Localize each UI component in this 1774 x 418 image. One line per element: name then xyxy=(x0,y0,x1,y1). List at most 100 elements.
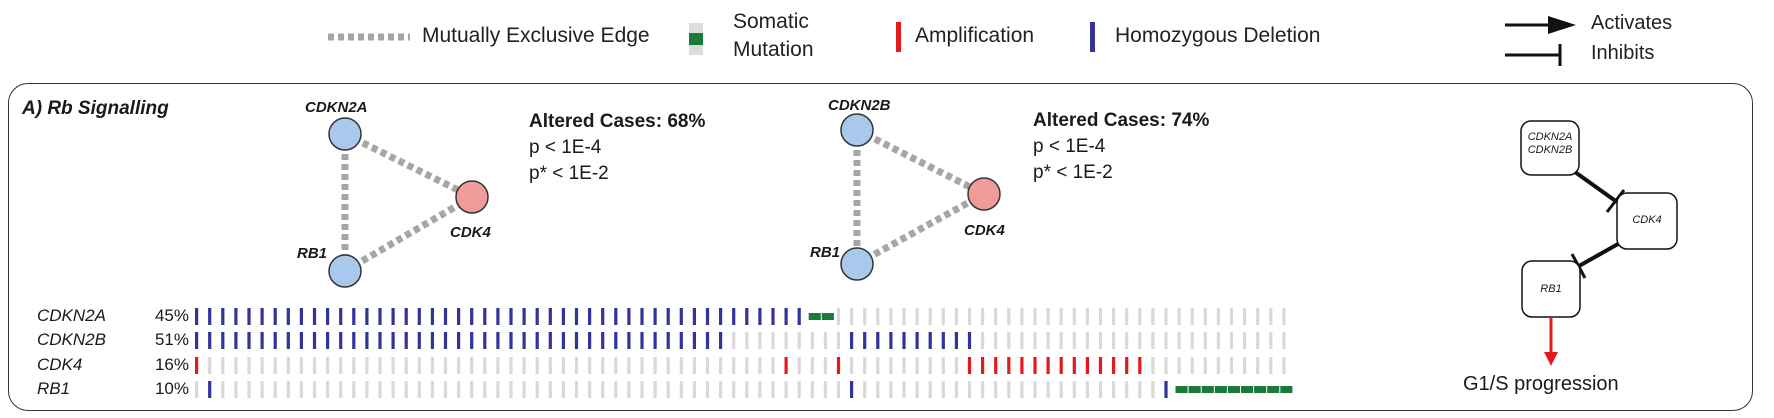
oncoprint-cell-cdkn2a-2 xyxy=(208,308,212,325)
oncoprint-cell-cdkn2b-34 xyxy=(627,332,631,349)
oncoprint-cell-cdkn2a-24 xyxy=(496,308,500,325)
oncoprint-cell-rb1-42 xyxy=(732,381,736,398)
oncoprint-cell-cdkn2b-5 xyxy=(247,332,251,349)
oncoprint-cell-rb1-48 xyxy=(810,381,814,398)
oncoprint-cell-cdk4-18 xyxy=(417,357,421,374)
oncoprint-cell-rb1-26 xyxy=(522,381,526,398)
oncoprint-cell-cdk4-11 xyxy=(326,357,330,374)
oncoprint-cell-cdk4-9 xyxy=(299,357,303,374)
oncoprint-cell-cdk4-7 xyxy=(273,357,277,374)
oncoprint-cell-cdkn2b-27 xyxy=(535,332,539,349)
oncoprint-cell-cdkn2b-84 xyxy=(1282,332,1286,349)
oncoprint-cell-rb1-36 xyxy=(653,381,657,398)
oncoprint-cell-cdk4-44 xyxy=(758,357,762,374)
oncoprint-cell-cdkn2b-33 xyxy=(614,332,618,349)
oncoprint-cell-cdkn2b-59 xyxy=(954,332,958,349)
oncoprint-cell-cdkn2b-54 xyxy=(889,332,893,349)
oncoprint-cell-cdk4-56 xyxy=(915,357,919,374)
oncoprint-cell-rb1-78 xyxy=(1201,386,1214,393)
oncoprint-cell-cdkn2b-56 xyxy=(915,332,919,349)
oncoprint-cell-cdkn2a-73 xyxy=(1138,308,1142,325)
oncoprint-cell-cdkn2a-60 xyxy=(967,308,972,325)
oncoprint-cell-cdk4-79 xyxy=(1216,357,1220,374)
oncoprint-cell-cdkn2b-72 xyxy=(1125,332,1129,349)
legend-somatic-line2: Mutation xyxy=(733,38,814,61)
oncoprint-cell-cdkn2b-62 xyxy=(994,332,998,349)
oncoprint-cell-cdk4-55 xyxy=(902,357,906,374)
oncoprint-cell-cdkn2b-14 xyxy=(365,332,369,349)
oncoprint-cell-rb1-76 xyxy=(1175,386,1188,393)
oncoprint-cell-rb1-34 xyxy=(627,381,631,398)
oncoprint-cell-rb1-3 xyxy=(221,381,225,398)
oncoprint-cell-rb1-28 xyxy=(548,381,552,398)
pathway-node-label-cdkn2a: CDKN2A xyxy=(1527,131,1573,143)
oncoprint-cell-cdk4-66 xyxy=(1046,357,1050,374)
oncoprint-cell-cdk4-62 xyxy=(994,357,998,374)
oncoprint-cell-cdkn2a-25 xyxy=(509,308,513,325)
oncoprint-cell-rb1-73 xyxy=(1138,381,1142,398)
oncoprint-cell-cdk4-4 xyxy=(234,357,238,374)
oncoprint-cell-rb1-29 xyxy=(561,381,565,398)
oncoprint-cell-cdk4-48 xyxy=(810,357,814,374)
oncoprint-cell-cdkn2b-29 xyxy=(561,332,565,349)
oncoprint-pct-cdkn2b: 51% xyxy=(154,330,189,349)
oncoprint-cell-cdkn2a-10 xyxy=(312,308,317,325)
oncoprint-cell-cdkn2b-39 xyxy=(692,332,696,349)
legend-homozygous-deletion: Homozygous Deletion xyxy=(1115,24,1321,47)
net2-altered-cases: Altered Cases: 74% xyxy=(1033,110,1210,131)
oncoprint-cell-cdk4-51 xyxy=(850,357,854,374)
net1-node-cdk4 xyxy=(455,180,489,214)
oncoprint-cell-cdkn2a-50 xyxy=(836,308,841,325)
legend-mutually-exclusive-edge: Mutually Exclusive Edge xyxy=(422,24,650,47)
oncoprint xyxy=(195,308,1293,398)
oncoprint-cell-rb1-83 xyxy=(1267,386,1280,393)
net1-label-cdkn2a: CDKN2A xyxy=(305,99,368,116)
oncoprint-cell-cdk4-67 xyxy=(1059,357,1063,374)
oncoprint-cell-rb1-59 xyxy=(954,381,958,398)
oncoprint-cell-rb1-57 xyxy=(928,381,932,398)
oncoprint-cell-cdk4-81 xyxy=(1243,357,1247,374)
oncoprint-cell-rb1-60 xyxy=(967,381,972,398)
oncoprint-cell-cdk4-17 xyxy=(404,357,408,374)
oncoprint-cell-rb1-51 xyxy=(850,381,854,398)
legend-amplification: Amplification xyxy=(915,24,1035,47)
oncoprint-cell-cdkn2a-65 xyxy=(1033,308,1037,325)
oncoprint-cell-cdkn2a-9 xyxy=(299,308,303,325)
oncoprint-cell-cdkn2b-47 xyxy=(797,332,801,349)
oncoprint-cell-cdkn2a-67 xyxy=(1059,308,1063,325)
oncoprint-cell-cdk4-52 xyxy=(863,357,867,374)
oncoprint-cell-rb1-23 xyxy=(483,381,487,398)
oncoprint-cell-cdkn2b-41 xyxy=(719,332,723,349)
oncoprint-cell-cdk4-34 xyxy=(627,357,631,374)
rb-signalling-panel xyxy=(8,83,1753,411)
oncoprint-cell-rb1-33 xyxy=(614,381,618,398)
oncoprint-cell-cdk4-3 xyxy=(221,357,225,374)
oncoprint-cell-cdkn2a-48 xyxy=(808,313,821,320)
oncoprint-cell-cdk4-54 xyxy=(889,357,893,374)
oncoprint-gene-cdkn2b: CDKN2B xyxy=(37,330,106,349)
oncoprint-cell-rb1-11 xyxy=(326,381,330,398)
oncoprint-cell-rb1-71 xyxy=(1112,381,1116,398)
oncoprint-cell-cdk4-76 xyxy=(1177,357,1181,374)
oncoprint-cell-cdk4-23 xyxy=(483,357,487,374)
oncoprint-cell-cdkn2a-38 xyxy=(679,308,683,325)
oncoprint-cell-cdk4-63 xyxy=(1007,357,1011,374)
oncoprint-cell-cdkn2b-8 xyxy=(286,332,290,349)
oncoprint-cell-rb1-56 xyxy=(915,381,919,398)
oncoprint-cell-cdk4-35 xyxy=(640,357,644,374)
legend-inhibits: Inhibits xyxy=(1591,42,1655,64)
oncoprint-cell-cdk4-53 xyxy=(876,357,880,374)
oncoprint-cell-rb1-61 xyxy=(981,381,985,398)
oncoprint-cell-cdkn2b-81 xyxy=(1243,332,1247,349)
oncoprint-cell-rb1-20 xyxy=(443,381,448,398)
oncoprint-cell-cdk4-64 xyxy=(1020,357,1024,374)
pathway-node-cdk4 xyxy=(1616,192,1678,250)
oncoprint-cell-rb1-50 xyxy=(836,381,841,398)
oncoprint-cell-cdkn2a-56 xyxy=(915,308,919,325)
oncoprint-cell-cdkn2b-24 xyxy=(496,332,500,349)
oncoprint-cell-rb1-40 xyxy=(705,381,710,398)
net2-edge-bottom-right xyxy=(855,190,986,268)
oncoprint-cell-cdkn2a-18 xyxy=(417,308,421,325)
oncoprint-cell-rb1-77 xyxy=(1188,386,1201,393)
